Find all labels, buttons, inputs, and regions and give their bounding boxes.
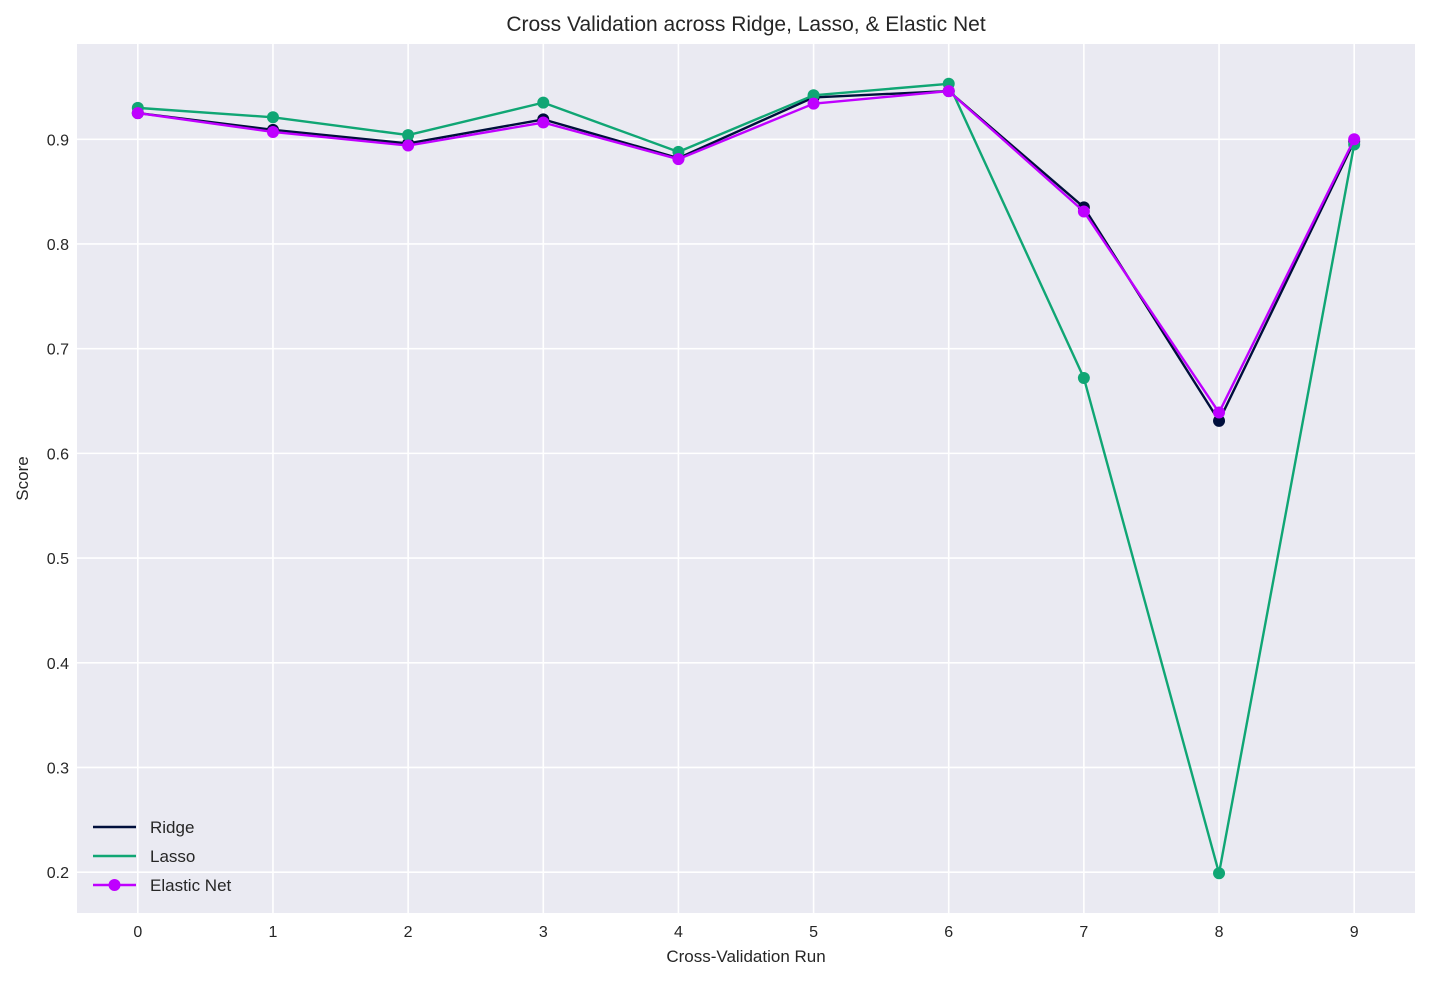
legend-label-ridge: Ridge — [150, 818, 194, 837]
legend-item-lasso: Lasso — [93, 847, 195, 866]
x-tick-label: 1 — [269, 924, 278, 941]
y-tick-label: 0.4 — [47, 656, 69, 673]
data-point-lasso — [402, 129, 415, 142]
x-tick-label: 2 — [404, 924, 413, 941]
legend: Ridge Lasso Elastic Net — [93, 818, 232, 895]
data-point-elastic-net — [1213, 406, 1226, 419]
data-point-elastic-net — [672, 153, 685, 166]
data-point-elastic-net — [131, 107, 144, 120]
data-point-lasso — [1077, 371, 1090, 384]
x-tick-label: 3 — [539, 924, 548, 941]
legend-label-elastic-net: Elastic Net — [150, 876, 232, 895]
legend-item-elastic-net: Elastic Net — [93, 876, 232, 895]
data-point-elastic-net — [537, 116, 550, 129]
data-point-lasso — [266, 111, 279, 124]
series-layer — [131, 77, 1361, 880]
y-tick-label: 0.6 — [47, 446, 69, 463]
grid — [77, 44, 1415, 913]
x-axis-label: Cross-Validation Run — [666, 947, 825, 966]
x-tick-label: 8 — [1215, 924, 1224, 941]
data-point-elastic-net — [1348, 133, 1361, 146]
chart-title: Cross Validation across Ridge, Lasso, & … — [506, 13, 985, 36]
x-tick-label: 0 — [133, 924, 142, 941]
data-point-elastic-net — [942, 85, 955, 98]
data-point-lasso — [537, 96, 550, 109]
series-line-elastic-net — [137, 89, 1356, 414]
y-axis-ticks: 0.2 0.3 0.4 0.5 0.6 0.7 0.8 0.9 — [47, 132, 69, 882]
data-point-ridge — [1213, 414, 1226, 427]
data-point-elastic-net — [1077, 205, 1090, 218]
x-tick-label: 4 — [674, 924, 683, 941]
x-tick-label: 6 — [944, 924, 953, 941]
data-point-elastic-net — [402, 139, 415, 152]
y-tick-label: 0.7 — [47, 342, 69, 359]
y-tick-label: 0.2 — [47, 865, 69, 882]
data-point-lasso — [807, 89, 820, 102]
x-tick-label: 5 — [809, 924, 818, 941]
legend-marker-elastic-net — [108, 879, 121, 891]
legend-item-ridge: Ridge — [93, 818, 194, 837]
data-point-elastic-net — [807, 97, 820, 110]
y-tick-label: 0.8 — [47, 237, 69, 254]
series-line-lasso — [137, 82, 1356, 875]
x-axis-ticks: 0 1 2 3 4 5 6 7 8 9 — [133, 924, 1358, 941]
x-tick-label: 7 — [1079, 924, 1088, 941]
x-tick-label: 9 — [1350, 924, 1359, 941]
series-elastic-net — [131, 85, 1361, 419]
legend-label-lasso: Lasso — [150, 847, 195, 866]
y-tick-label: 0.9 — [47, 132, 69, 149]
plot-area — [77, 44, 1415, 913]
y-axis-label: Score — [13, 456, 32, 500]
data-point-elastic-net — [266, 125, 279, 138]
y-tick-label: 0.5 — [47, 551, 69, 568]
y-tick-label: 0.3 — [47, 760, 69, 777]
data-point-lasso — [1213, 867, 1226, 880]
